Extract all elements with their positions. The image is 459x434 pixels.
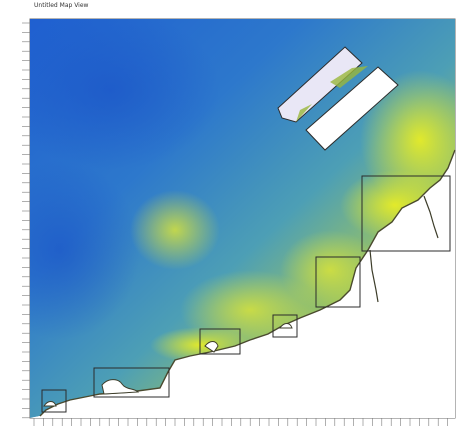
detail-frame-3[interactable] (272, 314, 298, 338)
land-area (30, 150, 455, 418)
detail-frame-5[interactable] (93, 367, 170, 398)
detail-frame-4[interactable] (199, 328, 241, 355)
harbour-features (43, 323, 293, 407)
detail-frame-1[interactable] (361, 175, 451, 252)
bottom-ruler (33, 418, 448, 426)
map-title: Untitled Map View (34, 2, 89, 9)
detail-frame-2[interactable] (315, 256, 361, 308)
river-channels (369, 195, 439, 303)
detail-frame-6[interactable] (41, 389, 67, 413)
coastline (39, 149, 456, 417)
left-ruler (22, 22, 30, 419)
harbour-structure[interactable] (277, 46, 399, 151)
detail-frames[interactable] (41, 175, 451, 413)
